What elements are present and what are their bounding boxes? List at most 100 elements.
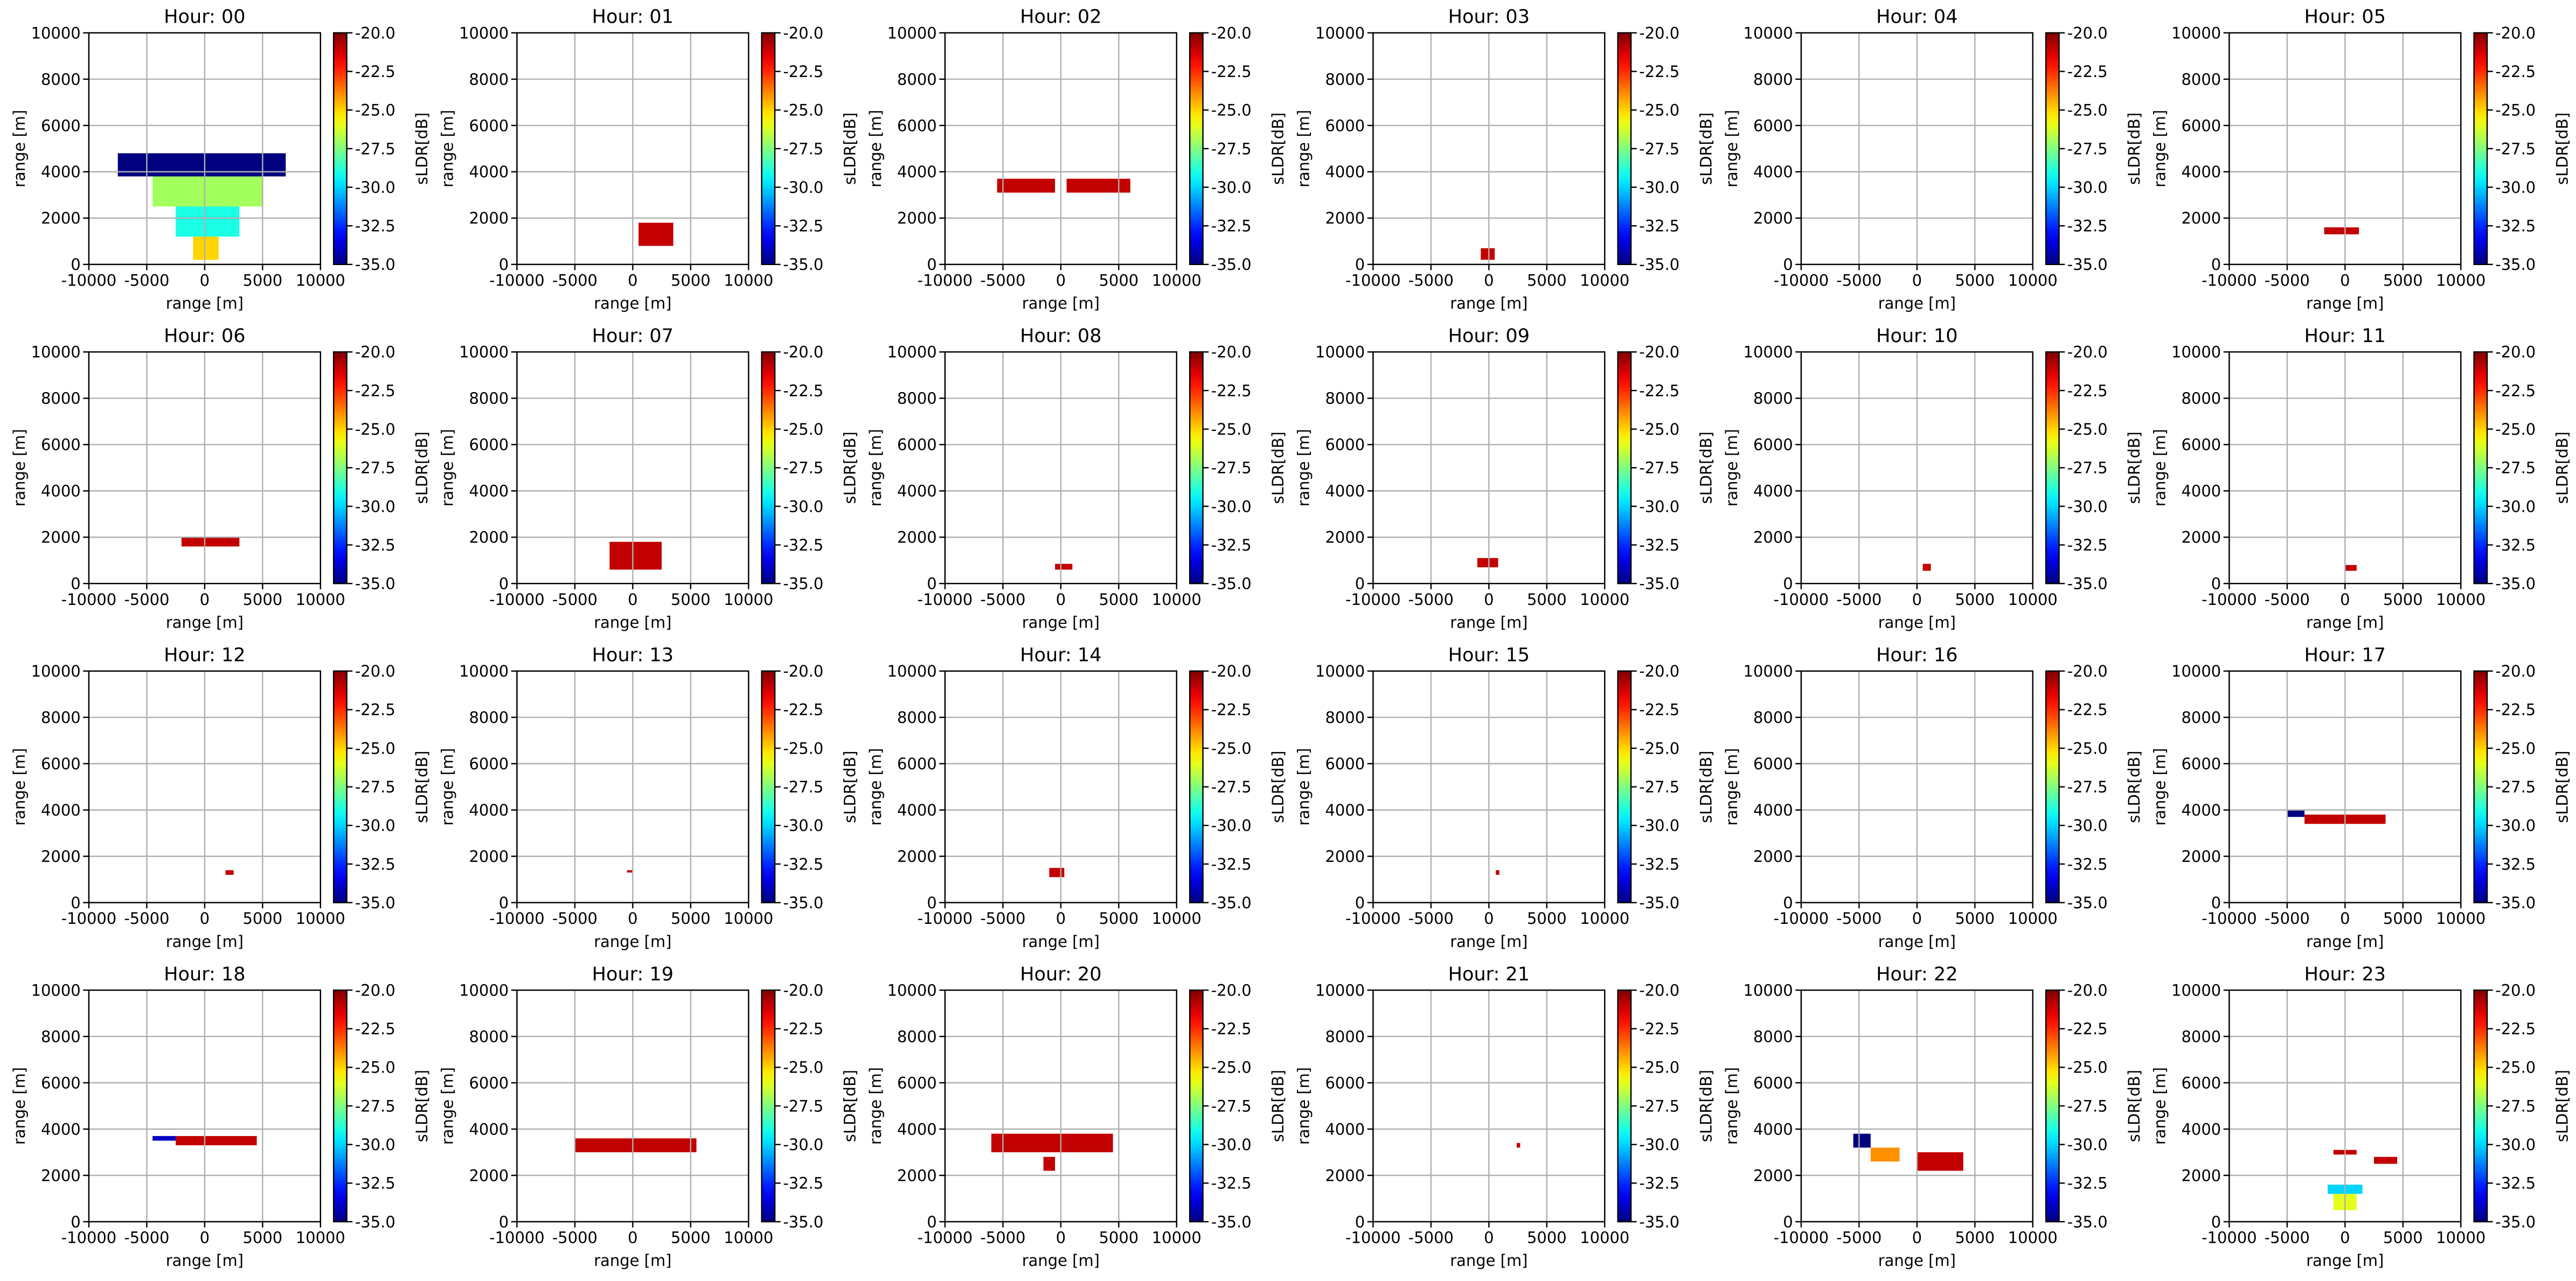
- x-tick-label: -5000: [1836, 271, 1881, 289]
- colorbar-tick-label: -22.5: [1211, 1020, 1252, 1038]
- x-tick-label: -10000: [918, 909, 973, 928]
- colorbar-tick-label: -27.5: [783, 1097, 823, 1115]
- colorbar-tick-label: -32.5: [2067, 217, 2108, 235]
- colorbar-tick-label: -35.0: [2495, 255, 2536, 274]
- y-tick-label: 6000: [469, 116, 509, 135]
- colorbar-label: sLDR[dB]: [413, 113, 431, 185]
- x-axis-label: range [m]: [1450, 932, 1527, 951]
- x-tick-label: 10000: [1580, 1229, 1629, 1247]
- panel-title: Hour: 11: [2304, 325, 2386, 347]
- x-tick-label: -10000: [918, 1229, 973, 1247]
- y-tick-label: 10000: [459, 981, 509, 999]
- axes-frame: [1372, 989, 1606, 1223]
- y-tick-label: 2000: [469, 528, 509, 547]
- echo-patch: [991, 1133, 1113, 1152]
- y-tick-label: 0: [927, 1213, 936, 1231]
- x-axis-label: range [m]: [2306, 932, 2384, 951]
- y-tick-label: 10000: [1315, 343, 1365, 361]
- colorbar-tick-label: -35.0: [1211, 1213, 1252, 1231]
- echo-patch: [2287, 810, 2305, 817]
- colorbar-tick-label: -35.0: [2067, 255, 2108, 274]
- y-tick-label: 6000: [2181, 116, 2221, 135]
- colorbar: [1189, 989, 1204, 1223]
- y-tick-label: 10000: [2171, 981, 2221, 999]
- echo-patch: [638, 222, 673, 246]
- y-tick-label: 4000: [1753, 801, 1793, 819]
- panel-title: Hour: 22: [1876, 963, 1957, 985]
- axes-frame: [88, 32, 322, 266]
- y-axis-label: range [m]: [1295, 748, 1313, 826]
- y-tick-label: 6000: [1753, 755, 1793, 773]
- y-tick-label: 6000: [469, 755, 509, 773]
- y-tick-label: 8000: [1753, 708, 1793, 727]
- x-tick-label: -10000: [489, 909, 545, 928]
- y-tick-label: 8000: [2181, 389, 2221, 408]
- x-tick-label: 0: [628, 909, 637, 928]
- panel: Hour: 12 -10000 -5000 0 5000 10000 0 2000 4000 60…: [10, 644, 431, 950]
- colorbar-tick-label: -25.0: [2067, 1059, 2108, 1077]
- x-tick-label: -10000: [489, 271, 545, 289]
- x-axis-label: range [m]: [1022, 1251, 1100, 1270]
- y-tick-label: 8000: [469, 708, 509, 727]
- colorbar-tick-label: -22.5: [1639, 62, 1679, 81]
- colorbar-label: sLDR[dB]: [1697, 750, 1715, 823]
- colorbar-tick-label: -30.0: [1639, 497, 1679, 516]
- colorbar: [761, 32, 776, 266]
- colorbar-tick-label: -20.0: [2495, 24, 2536, 42]
- panel-title: Hour: 14: [1020, 644, 1101, 666]
- x-tick-label: -10000: [1345, 1229, 1401, 1247]
- x-tick-label: 0: [2340, 271, 2350, 289]
- y-axis-label: range [m]: [10, 748, 29, 826]
- panel: Hour: 16 -10000 -5000 0 5000 10000 0 2000 4000 60…: [1723, 644, 2143, 950]
- colorbar: [332, 670, 348, 903]
- x-axis-label: range [m]: [1878, 614, 1956, 632]
- colorbar-label: sLDR[dB]: [2125, 113, 2143, 185]
- colorbar-tick-label: -20.0: [783, 343, 823, 361]
- x-tick-label: 10000: [724, 909, 773, 928]
- colorbar-tick-label: -20.0: [2067, 24, 2108, 42]
- x-tick-label: -5000: [124, 909, 169, 928]
- colorbar-tick-label: -25.0: [1211, 739, 1252, 757]
- x-tick-label: 5000: [671, 909, 711, 928]
- axes-frame: [1800, 670, 2034, 903]
- colorbar-tick-label: -32.5: [1639, 217, 1679, 235]
- x-tick-label: -5000: [980, 1229, 1025, 1247]
- colorbar-tick-label: -22.5: [1211, 381, 1252, 400]
- colorbar-tick-label: -25.0: [2495, 739, 2536, 757]
- colorbar-tick-label: -20.0: [2067, 343, 2108, 361]
- colorbar-tick-label: -27.5: [355, 459, 395, 477]
- echo-patch: [1055, 563, 1073, 570]
- panel-title: Hour: 20: [1020, 963, 1101, 985]
- colorbar-tick-label: -30.0: [783, 1136, 823, 1154]
- panel: Hour: 10 -10000 -5000 0 5000 10000 0 2000 4000 60…: [1723, 325, 2143, 631]
- x-tick-label: -5000: [1408, 1229, 1454, 1247]
- colorbar-tick-label: -22.5: [1211, 701, 1252, 719]
- colorbar-tick-label: -32.5: [2495, 1174, 2536, 1193]
- x-tick-label: -5000: [124, 1229, 169, 1247]
- colorbar-label: sLDR[dB]: [1697, 1070, 1715, 1142]
- y-tick-label: 8000: [469, 1027, 509, 1046]
- y-tick-label: 2000: [897, 209, 937, 227]
- x-tick-label: -10000: [61, 271, 117, 289]
- y-tick-label: 2000: [1325, 209, 1365, 227]
- colorbar-tick-label: -32.5: [2067, 536, 2108, 554]
- y-axis-label: range [m]: [1723, 1067, 1741, 1145]
- y-tick-label: 4000: [897, 1120, 937, 1138]
- x-tick-label: -5000: [552, 909, 598, 928]
- panel: Hour: 01 -10000 -5000 0 5000 10000 0 2000 4000 60…: [439, 6, 859, 312]
- colorbar-tick-label: -30.0: [2067, 497, 2108, 516]
- axes-frame: [516, 32, 749, 266]
- x-tick-label: 10000: [296, 909, 345, 928]
- colorbar-tick-label: -25.0: [2495, 1059, 2536, 1077]
- colorbar-tick-label: -22.5: [783, 701, 823, 719]
- y-tick-label: 8000: [1753, 389, 1793, 408]
- colorbar-tick-label: -20.0: [2495, 981, 2536, 999]
- x-tick-label: 0: [1912, 271, 1922, 289]
- y-tick-label: 10000: [1744, 981, 1793, 999]
- colorbar-tick-label: -25.0: [2067, 739, 2108, 757]
- x-tick-label: 0: [200, 590, 210, 609]
- x-tick-label: 10000: [2008, 271, 2058, 289]
- colorbar-tick-label: -27.5: [2067, 459, 2108, 477]
- y-tick-label: 6000: [1325, 116, 1365, 135]
